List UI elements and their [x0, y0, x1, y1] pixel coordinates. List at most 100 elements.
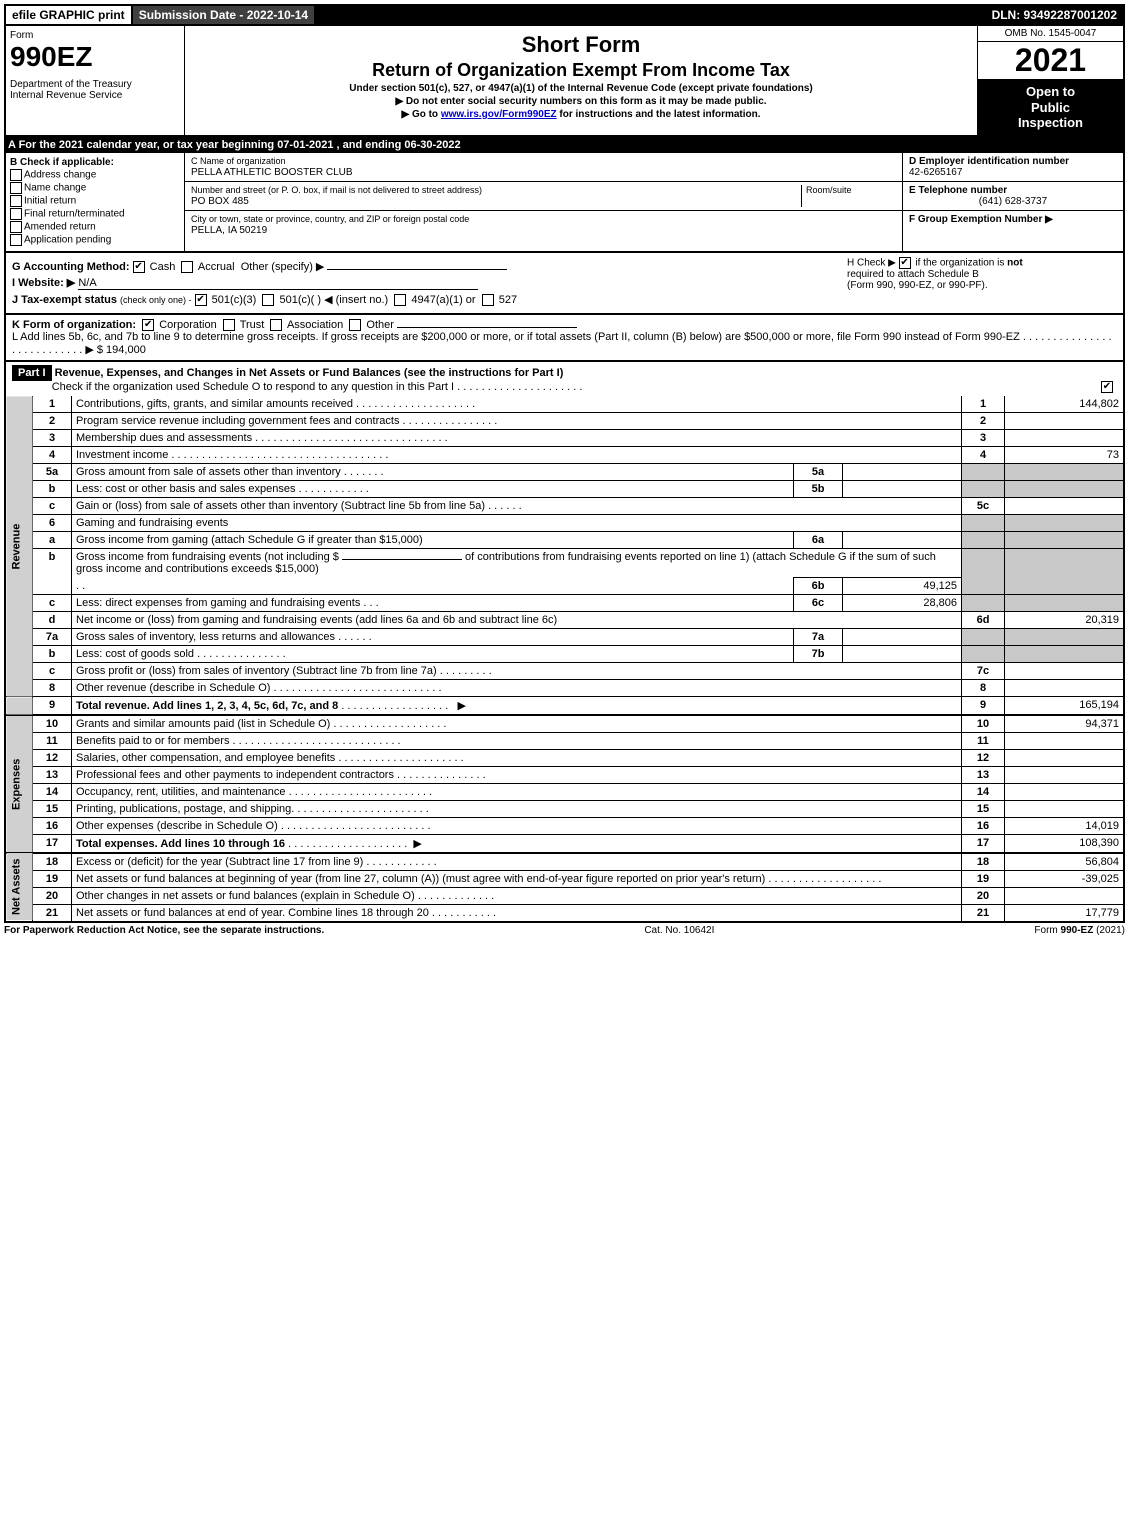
chk-corporation[interactable]	[142, 319, 154, 331]
irs-link[interactable]: www.irs.gov/Form990EZ	[441, 109, 557, 120]
dln: DLN: 93492287001202	[986, 6, 1123, 24]
line-6-desc: Gaming and fundraising events	[72, 515, 962, 532]
section-h: H Check ▶ if the organization is not req…	[840, 257, 1117, 309]
line-17-desc: Total expenses. Add lines 10 through 16 …	[72, 835, 962, 854]
line-13-num: 13	[33, 767, 72, 784]
section-j: J Tax-exempt status (check only one) - 5…	[12, 293, 840, 306]
line-15-desc: Printing, publications, postage, and shi…	[72, 801, 962, 818]
chk-name-change[interactable]: Name change	[10, 182, 180, 194]
line-6-amt	[1005, 515, 1124, 532]
line-7a-sub: 7a	[794, 629, 843, 646]
room-label: Room/suite	[806, 185, 852, 195]
other-org-input[interactable]	[397, 327, 577, 328]
line-21-desc: Net assets or fund balances at end of ye…	[72, 905, 962, 922]
ein-label: D Employer identification number	[909, 156, 1069, 167]
chk-4947[interactable]	[394, 294, 406, 306]
line-6b-right	[962, 549, 1005, 595]
website-value: N/A	[78, 277, 478, 290]
footer-cat-no: Cat. No. 10642I	[324, 925, 1034, 936]
line-18-right: 18	[962, 853, 1005, 871]
revenue-tab-end	[6, 697, 33, 716]
phone-value: (641) 628-3737	[909, 196, 1117, 207]
chk-association[interactable]	[270, 319, 282, 331]
line-1-num: 1	[33, 396, 72, 413]
line-17-num: 17	[33, 835, 72, 854]
line-5a-amt	[1005, 464, 1124, 481]
street-label: Number and street (or P. O. box, if mail…	[191, 185, 482, 195]
goto-note: ▶ Go to www.irs.gov/Form990EZ for instru…	[189, 109, 973, 120]
street-value: PO BOX 485	[191, 196, 249, 207]
line-18-amt: 56,804	[1005, 853, 1124, 871]
line-7a-desc: Gross sales of inventory, less returns a…	[72, 629, 794, 646]
line-10-amt: 94,371	[1005, 715, 1124, 733]
efile-print-label[interactable]: efile GRAPHIC print	[6, 6, 131, 24]
line-19-amt: -39,025	[1005, 871, 1124, 888]
line-6c-desc: Less: direct expenses from gaming and fu…	[72, 595, 794, 612]
chk-final-return[interactable]: Final return/terminated	[10, 208, 180, 220]
chk-accrual[interactable]	[181, 261, 193, 273]
chk-501c[interactable]	[262, 294, 274, 306]
line-3-amt	[1005, 430, 1124, 447]
chk-schedule-o[interactable]	[1101, 381, 1113, 393]
chk-final-return-label: Final return/terminated	[24, 208, 125, 219]
part-i-title-row: Part I Revenue, Expenses, and Changes in…	[6, 362, 1123, 396]
line-6b-sub: 6b	[794, 578, 843, 595]
chk-schedule-b[interactable]	[899, 257, 911, 269]
line-4-desc: Investment income . . . . . . . . . . . …	[72, 447, 962, 464]
line-7b-right	[962, 646, 1005, 663]
line-5c-right: 5c	[962, 498, 1005, 515]
opt-corporation: Corporation	[159, 319, 216, 331]
chk-trust[interactable]	[223, 319, 235, 331]
chk-501c3[interactable]	[195, 294, 207, 306]
line-13-amt	[1005, 767, 1124, 784]
line-6a-num: a	[33, 532, 72, 549]
line-7b-desc: Less: cost of goods sold . . . . . . . .…	[72, 646, 794, 663]
line-9-desc: Total revenue. Add lines 1, 2, 3, 4, 5c,…	[72, 697, 962, 716]
inspect-l3: Inspection	[980, 115, 1121, 131]
line-20-right: 20	[962, 888, 1005, 905]
chk-name-change-label: Name change	[24, 182, 86, 193]
chk-527[interactable]	[482, 294, 494, 306]
line-5a-subval	[843, 464, 962, 481]
line-6a-desc: Gross income from gaming (attach Schedul…	[72, 532, 794, 549]
h-text1: H Check ▶	[847, 257, 896, 268]
line-2-right: 2	[962, 413, 1005, 430]
chk-application-pending[interactable]: Application pending	[10, 234, 180, 246]
opt-501c3: 501(c)(3)	[212, 294, 257, 306]
chk-amended-return[interactable]: Amended return	[10, 221, 180, 233]
line-6b-desc1: Gross income from fundraising events (no…	[72, 549, 962, 578]
other-specify-input[interactable]	[327, 269, 507, 270]
line-4-amt: 73	[1005, 447, 1124, 464]
chk-address-change[interactable]: Address change	[10, 169, 180, 181]
chk-cash[interactable]	[133, 261, 145, 273]
website-label: I Website: ▶	[12, 277, 75, 289]
line-6c-num: c	[33, 595, 72, 612]
accrual-label: Accrual	[198, 261, 235, 273]
opt-4947: 4947(a)(1) or	[411, 294, 475, 306]
cash-label: Cash	[150, 261, 176, 273]
inspection-badge: Open to Public Inspection	[978, 80, 1123, 135]
department-label: Department of the Treasury Internal Reve…	[10, 79, 180, 101]
line-5a-sub: 5a	[794, 464, 843, 481]
section-l-text: L Add lines 5b, 6c, and 7b to line 9 to …	[12, 331, 1020, 343]
chk-initial-return[interactable]: Initial return	[10, 195, 180, 207]
phone-label: E Telephone number	[909, 185, 1007, 196]
inspect-l2: Public	[980, 100, 1121, 116]
other-label: Other (specify) ▶	[241, 261, 325, 273]
revenue-tab: Revenue	[6, 396, 33, 697]
line-16-amt: 14,019	[1005, 818, 1124, 835]
line-7c-right: 7c	[962, 663, 1005, 680]
line-5c-num: c	[33, 498, 72, 515]
line-6d-desc: Net income or (loss) from gaming and fun…	[72, 612, 962, 629]
line-11-desc: Benefits paid to or for members . . . . …	[72, 733, 962, 750]
line-6a-right	[962, 532, 1005, 549]
section-b-heading: B Check if applicable:	[10, 157, 180, 168]
h-not: not	[1007, 257, 1023, 268]
line-6a-amt	[1005, 532, 1124, 549]
line-5a-num: 5a	[33, 464, 72, 481]
line-5a-right	[962, 464, 1005, 481]
line-19-desc: Net assets or fund balances at beginning…	[72, 871, 962, 888]
section-l: L Add lines 5b, 6c, and 7b to line 9 to …	[12, 331, 1117, 356]
chk-other-org[interactable]	[349, 319, 361, 331]
line-12-right: 12	[962, 750, 1005, 767]
